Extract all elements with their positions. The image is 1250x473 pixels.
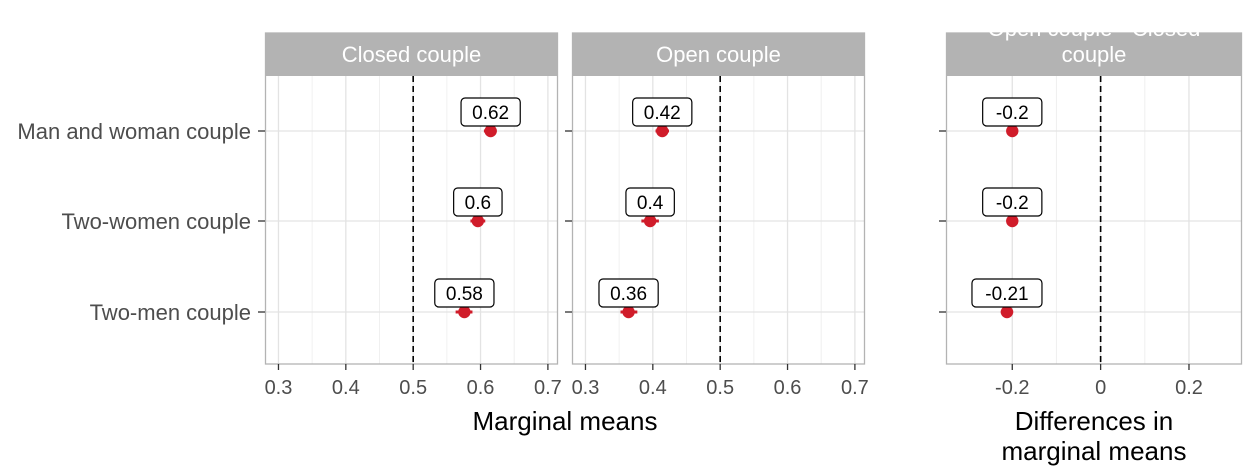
data-label-box <box>632 97 693 127</box>
x-axis-title-marginal-means: Marginal means <box>473 406 658 436</box>
x-tick-label: 0.6 <box>467 377 495 399</box>
x-tick-label: 0.4 <box>332 377 360 399</box>
data-label: 0.62 <box>472 103 509 124</box>
x-tick-label: 0.2 <box>1175 377 1203 399</box>
data-point <box>1006 124 1019 138</box>
chart-panels: Closed couple 0.3 0.4 0.5 0.6 0.7 0.62 0.6 0.58 O… <box>258 16 1243 399</box>
x-tick-label: 0.4 <box>639 377 667 399</box>
data-label-box <box>982 187 1043 217</box>
data-label: 0.4 <box>637 193 664 214</box>
panel-3: Open couple - Closed couple -0.2 0 0.2 -0.2 -0… <box>939 16 1243 399</box>
data-label-box <box>982 97 1043 127</box>
strip-title: Closed couple <box>342 42 481 67</box>
strip-title-line: couple <box>1062 42 1127 67</box>
data-point <box>1000 305 1014 319</box>
x-tick-label: 0.3 <box>265 377 293 399</box>
category-labels: Man and woman couple Two-women couple Two-… <box>17 119 251 325</box>
panel-background <box>572 76 865 364</box>
strip-title: Open couple - Closed couple <box>988 16 1201 67</box>
data-label: 0.58 <box>446 284 483 305</box>
data-point <box>1006 214 1019 228</box>
category-label: Two-women couple <box>61 209 251 234</box>
data-point <box>458 305 471 319</box>
axis-title-line: marginal means <box>1002 436 1187 466</box>
data-point <box>484 124 497 138</box>
data-label-box <box>598 278 659 308</box>
x-tick-label: 0.5 <box>706 377 734 399</box>
x-tick-label: -0.2 <box>995 377 1029 399</box>
panel-1: Closed couple 0.3 0.4 0.5 0.6 0.7 0.62 0.6 0.58 <box>258 32 562 399</box>
data-label: -0.2 <box>996 103 1029 124</box>
x-tick-label: 0.6 <box>774 377 802 399</box>
category-label: Man and woman couple <box>17 119 251 144</box>
data-label-box <box>460 97 521 127</box>
strip-title-line: Open couple - Closed <box>988 16 1201 41</box>
x-tick-label: 0.7 <box>841 377 869 399</box>
category-label: Two-men couple <box>90 300 251 325</box>
x-axis-title-differences: Differences in marginal means <box>1002 406 1187 466</box>
x-tick-label: 0.3 <box>572 377 600 399</box>
data-point <box>656 124 669 138</box>
strip-header <box>946 33 1242 76</box>
strip-title: Open couple <box>656 42 781 67</box>
data-label-box <box>971 278 1043 308</box>
panel-2: Open couple 0.3 0.4 0.5 0.6 0.7 0.42 0.4 0.36 <box>565 32 869 399</box>
data-point <box>471 214 485 228</box>
data-point <box>622 305 635 319</box>
data-label: -0.21 <box>985 284 1028 305</box>
data-label-box <box>625 187 675 217</box>
data-label-box <box>453 187 503 217</box>
data-label: 0.36 <box>610 284 647 305</box>
data-label-box <box>434 278 495 308</box>
axis-title-line: Differences in <box>1015 406 1174 436</box>
strip-header <box>265 33 558 76</box>
x-tick-label: 0 <box>1095 377 1106 399</box>
x-tick-label: 0.5 <box>399 377 427 399</box>
data-point <box>643 214 657 228</box>
data-label: -0.2 <box>996 193 1029 214</box>
x-tick-label: 0.7 <box>534 377 562 399</box>
data-label: 0.6 <box>465 193 491 214</box>
strip-header <box>572 33 865 76</box>
data-label: 0.42 <box>644 103 681 124</box>
